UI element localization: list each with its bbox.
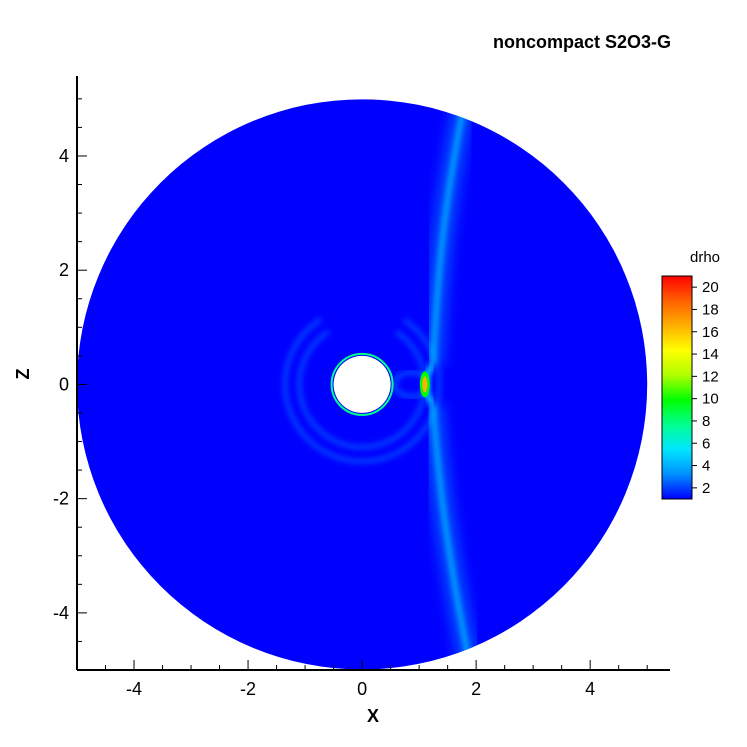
colorbar: drho 20 18 16 14 12 10 8 6 4 2 xyxy=(661,249,720,500)
colorbar-tick-label: 18 xyxy=(702,301,719,318)
y-tick-label: 4 xyxy=(59,146,69,166)
bow-shock-upper xyxy=(430,99,470,365)
colorbar-tick-label: 20 xyxy=(702,279,719,296)
body-rim xyxy=(330,352,394,416)
flow-features xyxy=(283,99,485,670)
x-tick-label: 2 xyxy=(471,679,481,699)
colorbar-tick-label: 14 xyxy=(702,346,719,363)
y-tick-label: -2 xyxy=(53,489,69,509)
x-tick-label: 4 xyxy=(585,679,595,699)
colorbar-tick-label: 12 xyxy=(702,368,719,385)
chart-title: noncompact S2O3-G xyxy=(493,32,671,52)
x-tick-label: -2 xyxy=(240,679,256,699)
y-tick-label: 2 xyxy=(59,260,69,280)
bow-shock-lower xyxy=(430,404,476,670)
colorbar-ticks: 20 18 16 14 12 10 8 6 4 2 xyxy=(692,279,719,497)
x-ticks: -4 -2 0 2 4 xyxy=(76,660,648,699)
colorbar-tick-label: 16 xyxy=(702,324,719,341)
colorbar-tick-label: 10 xyxy=(702,391,719,408)
x-tick-label: -4 xyxy=(126,679,142,699)
colorbar-tick-label: 8 xyxy=(702,413,710,430)
y-axis-label: Z xyxy=(13,369,33,380)
y-tick-label: 0 xyxy=(59,374,69,394)
axes: -4 -2 0 2 4 4 2 0 -2 -4 X Z xyxy=(13,76,670,726)
colorbar-tick-label: 2 xyxy=(702,480,710,497)
x-axis-label: X xyxy=(367,706,379,726)
colorbar-title: drho xyxy=(690,249,720,266)
contour-field xyxy=(77,99,648,670)
colorbar-tick-label: 4 xyxy=(702,458,710,475)
acoustic-ring-outer xyxy=(283,317,442,464)
y-ticks: 4 2 0 -2 -4 xyxy=(53,98,87,671)
stagnation-peak xyxy=(422,376,428,393)
colorbar-tick-label: 6 xyxy=(702,435,710,452)
y-tick-label: -4 xyxy=(53,603,69,623)
inner-body-circle xyxy=(333,355,391,413)
colorbar-scale xyxy=(661,275,693,500)
x-tick-label: 0 xyxy=(357,679,367,699)
